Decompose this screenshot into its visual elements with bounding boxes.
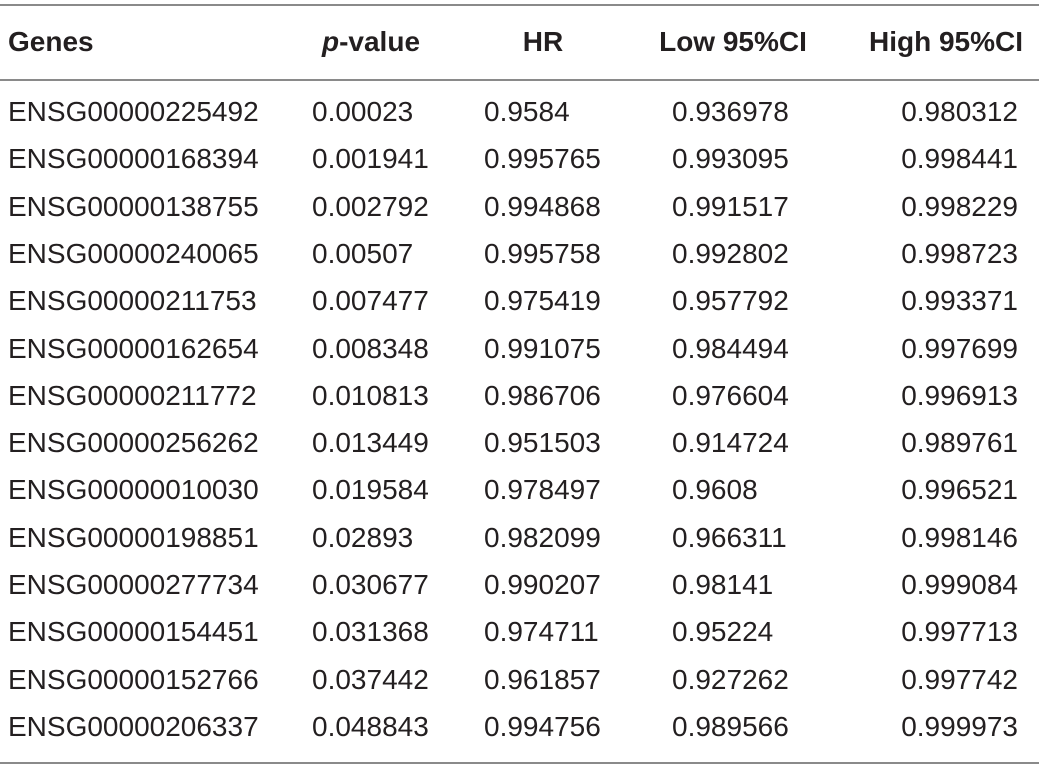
table-cell: 0.010813	[312, 379, 429, 411]
table-cell: 0.001941	[312, 143, 429, 175]
table-cell: 0.9584	[484, 96, 570, 127]
table-cell: 0.982099	[484, 521, 601, 553]
table-cell: 0.997713	[901, 616, 1018, 648]
top-rule	[0, 4, 1039, 6]
table-cell: 0.048843	[312, 710, 429, 742]
table-cell: 0.037442	[312, 663, 429, 695]
table-cell: 0.02893	[312, 521, 414, 553]
table-cell: 0.989566	[672, 710, 789, 742]
table-cell: 0.975419	[484, 285, 601, 317]
table-cell: ENSG00000138755	[8, 190, 259, 222]
table-cell: 0.995758	[484, 237, 601, 269]
header-cell: p-value	[321, 26, 421, 57]
table-cell: 0.978497	[484, 474, 601, 506]
table-cell: 0.976604	[672, 379, 789, 411]
table-cell: 0.991075	[484, 332, 601, 364]
table-cell: ENSG00000211772	[8, 379, 257, 411]
table-cell: 0.9608	[672, 474, 758, 506]
table-cell: 0.013449	[312, 427, 429, 459]
table-cell: 0.993095	[672, 143, 789, 175]
table-cell: 0.994756	[484, 710, 601, 742]
table-cell: 0.002792	[312, 190, 429, 222]
table-cell: 0.98141	[672, 569, 774, 600]
header-cell: Low 95%CI	[659, 26, 807, 57]
table-cell: 0.980312	[901, 96, 1018, 127]
table-cell: ENSG00000256262	[8, 427, 259, 459]
table-cell: ENSG00000162654	[8, 332, 259, 364]
table-cell: 0.999973	[901, 710, 1018, 742]
table-cell: 0.990207	[484, 569, 601, 600]
table-cell: ENSG00000211753	[8, 285, 257, 317]
table-cell: ENSG00000240065	[8, 237, 259, 269]
table-cell: 0.95224	[672, 616, 774, 648]
table-cell: ENSG00000277734	[8, 569, 259, 600]
table-cell: 0.957792	[672, 285, 789, 317]
table-cell: ENSG00000198851	[8, 521, 259, 553]
table-cell: 0.989761	[901, 427, 1018, 459]
table-cell: 0.030677	[312, 569, 429, 600]
table-cell: 0.998441	[901, 143, 1018, 175]
table-cell: 0.991517	[672, 190, 789, 222]
table-cell: 0.998146	[901, 521, 1018, 553]
table-cell: 0.936978	[672, 96, 789, 127]
table-cell: ENSG00000154451	[8, 616, 259, 648]
header-cell: Genes	[8, 26, 94, 57]
table-cell: 0.997699	[901, 332, 1018, 364]
table-cell: 0.951503	[484, 427, 601, 459]
table-cell: ENSG00000168394	[8, 143, 259, 175]
table-cell: 0.996913	[901, 379, 1018, 411]
table-cell: 0.996521	[901, 474, 1018, 506]
table-cell: 0.914724	[672, 427, 789, 459]
table-cell: 0.008348	[312, 332, 429, 364]
table-cell: 0.00023	[312, 96, 414, 127]
table-cell: 0.997742	[901, 663, 1018, 695]
table-cell: 0.995765	[484, 143, 601, 175]
table-cell: 0.992802	[672, 237, 789, 269]
table-cell: 0.007477	[312, 285, 429, 317]
table-cell: 0.994868	[484, 190, 601, 222]
table-cell: ENSG00000206337	[8, 710, 259, 742]
table-cell: 0.019584	[312, 474, 429, 506]
header-cell: High 95%CI	[868, 26, 1024, 57]
table-cell: 0.961857	[484, 663, 601, 695]
table-cell: ENSG00000225492	[8, 96, 259, 127]
table-cell: 0.986706	[484, 379, 601, 411]
table-cell: 0.966311	[672, 521, 787, 553]
header-rule	[0, 79, 1039, 81]
table-cell: 0.993371	[901, 285, 1018, 317]
table-cell: 0.00507	[312, 237, 414, 269]
table-cell: 0.031368	[312, 616, 429, 648]
table-cell: 0.984494	[672, 332, 789, 364]
table-cell: 0.998229	[901, 190, 1018, 222]
bottom-rule	[0, 762, 1039, 764]
table-cell: 0.927262	[672, 663, 789, 695]
table-cell: ENSG00000010030	[8, 474, 259, 506]
table-cell: 0.998723	[901, 237, 1018, 269]
table-cell: 0.974711	[484, 616, 599, 648]
header-cell: HR	[522, 26, 564, 57]
table-cell: ENSG00000152766	[8, 663, 259, 695]
table-cell: 0.999084	[901, 569, 1018, 600]
